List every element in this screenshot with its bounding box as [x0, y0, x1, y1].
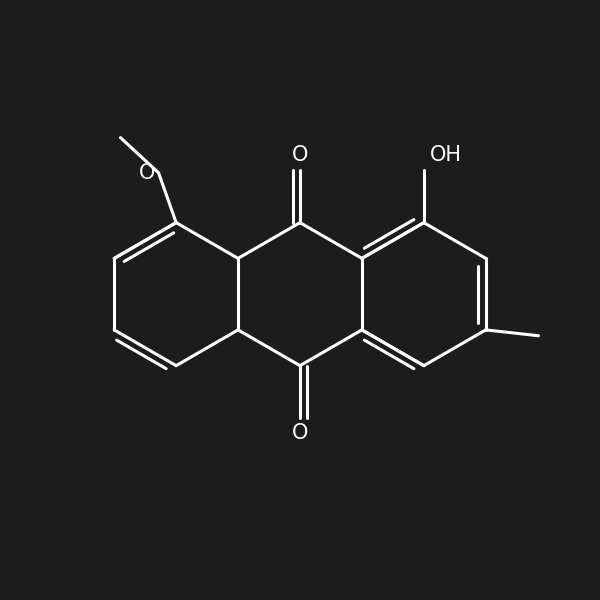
Text: O: O: [292, 145, 308, 165]
Text: OH: OH: [430, 145, 462, 165]
Text: O: O: [139, 163, 155, 183]
Text: O: O: [292, 423, 308, 443]
